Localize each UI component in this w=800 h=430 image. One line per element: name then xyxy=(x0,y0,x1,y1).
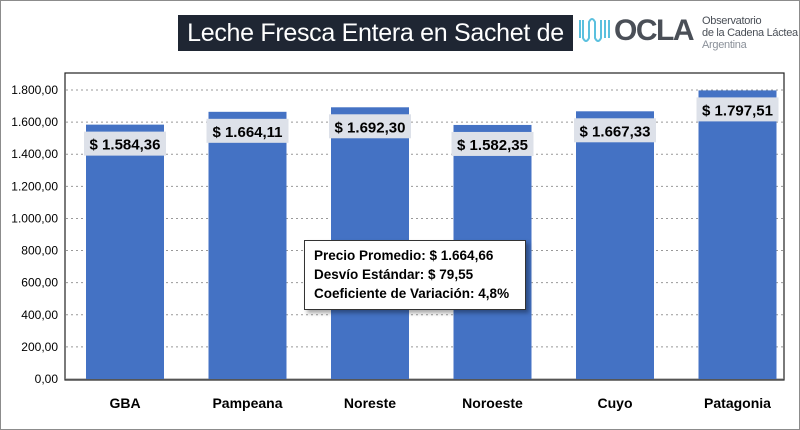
y-tick-label: 1.000,00 xyxy=(11,211,58,225)
y-tick-label: 400,00 xyxy=(21,308,58,322)
x-tick-label: Noroeste xyxy=(462,395,523,411)
data-label-bg xyxy=(329,114,411,139)
bar-cuyo xyxy=(576,111,654,379)
bar-patagonia xyxy=(698,90,777,379)
data-label: $ 1.664,11 xyxy=(212,124,282,141)
y-tick-label: 0,00 xyxy=(35,372,59,386)
data-label-bg xyxy=(696,97,779,122)
plot-area xyxy=(64,72,785,381)
data-label: $ 1.667,33 xyxy=(580,123,651,140)
stat-coeficiente: Coeficiente de Variación: 4,8% xyxy=(314,286,510,301)
stat-desvio: Desvío Estándar: $ 79,55 xyxy=(314,267,474,282)
x-tick-label: Pampeana xyxy=(212,395,282,411)
logo-line2: de la Cadena Láctea xyxy=(702,27,798,39)
y-tick-label: 1.600,00 xyxy=(11,115,58,129)
logo-line1: Observatorio xyxy=(702,15,762,27)
y-tick-label: 200,00 xyxy=(21,340,58,354)
ocla-logo: OCLA Observatorio de la Cadena Láctea Ar… xyxy=(578,12,798,57)
data-label-bg xyxy=(206,118,289,143)
data-label-bg xyxy=(451,131,534,156)
x-tick-label: Cuyo xyxy=(598,395,633,411)
logo-line3: Argentina xyxy=(702,39,747,51)
stats-box: Precio Promedio: $ 1.664,66 Desvío Están… xyxy=(304,240,526,310)
data-label: $ 1.584,36 xyxy=(90,137,161,154)
y-tick-label: 600,00 xyxy=(21,276,58,290)
data-label: $ 1.797,51 xyxy=(702,102,773,119)
stat-promedio: Precio Promedio: $ 1.664,66 xyxy=(314,248,494,263)
y-tick-label: 1.200,00 xyxy=(11,179,58,193)
data-label: $ 1.582,35 xyxy=(457,137,528,154)
bar-gba xyxy=(86,124,164,380)
data-label-bg xyxy=(574,118,656,143)
y-tick-label: 1.800,00 xyxy=(11,83,58,97)
logo-brand: OCLA xyxy=(614,14,695,47)
y-tick-label: 800,00 xyxy=(21,244,58,258)
x-tick-label: Patagonia xyxy=(704,395,771,411)
y-tick-label: 1.400,00 xyxy=(11,147,58,161)
wave-logo-icon xyxy=(579,18,610,42)
data-label-bg xyxy=(84,131,166,156)
bar-pampeana xyxy=(208,111,287,379)
x-tick-label: GBA xyxy=(109,395,140,411)
chart-title: Leche Fresca Entera en Sachet de litro xyxy=(178,15,573,83)
data-label: $ 1.692,30 xyxy=(335,119,406,136)
x-tick-label: Noreste xyxy=(344,395,396,411)
